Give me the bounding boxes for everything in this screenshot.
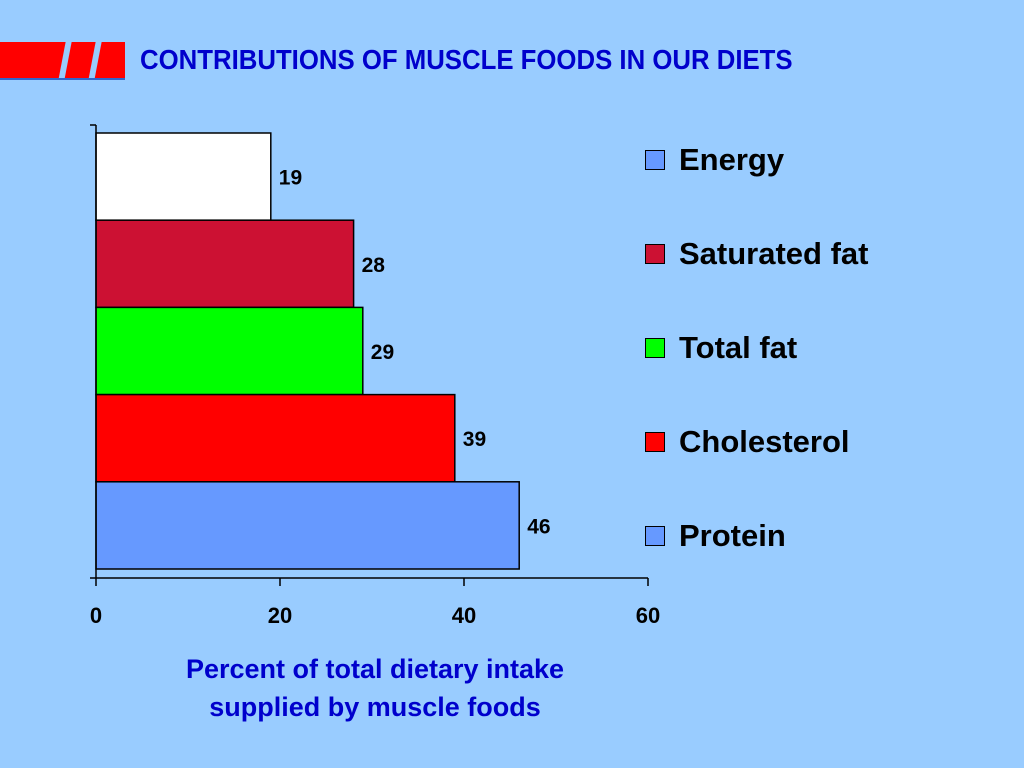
x-tick-label: 0 (90, 603, 102, 628)
x-axis-label-line-2: supplied by muscle foods (209, 692, 541, 722)
bar-cholesterol (95, 393, 456, 483)
legend-label: Total fat (679, 330, 798, 365)
data-label: 28 (362, 254, 386, 277)
x-tick-label: 60 (636, 603, 660, 628)
data-label: 29 (371, 341, 394, 364)
x-tick-label: 40 (452, 603, 476, 628)
bar-energy (95, 132, 272, 221)
bar-protein (95, 481, 520, 570)
legend-label: Cholesterol (679, 424, 850, 459)
slide-logo (0, 40, 125, 82)
legend-label: Energy (679, 142, 785, 177)
legend-swatch (645, 150, 665, 170)
x-axis-label-line-1: Percent of total dietary intake (185, 654, 565, 684)
legend-item-saturated-fat: Saturated fat (645, 234, 868, 274)
legend-swatch (645, 244, 665, 264)
legend-swatch (645, 432, 665, 452)
bar-total-fat (95, 306, 364, 396)
x-axis-label: Percent of total dietary intake supplied… (100, 650, 650, 726)
data-label: 39 (463, 428, 486, 451)
bar-saturated-fat (95, 219, 355, 309)
legend-item-energy: Energy (645, 140, 784, 180)
legend-item-total-fat: Total fat (645, 328, 797, 368)
legend-swatch (645, 526, 665, 546)
slide-title: CONTRIBUTIONS OF MUSCLE FOODS IN OUR DIE… (140, 44, 793, 75)
legend-item-cholesterol: Cholesterol (645, 422, 850, 462)
legend-item-protein: Protein (645, 516, 786, 556)
data-label: 46 (527, 515, 550, 538)
legend-swatch (645, 338, 665, 358)
legend-label: Protein (679, 518, 786, 553)
x-tick-label: 20 (268, 603, 292, 628)
legend-label: Saturated fat (679, 236, 869, 271)
data-label: 19 (279, 167, 302, 190)
